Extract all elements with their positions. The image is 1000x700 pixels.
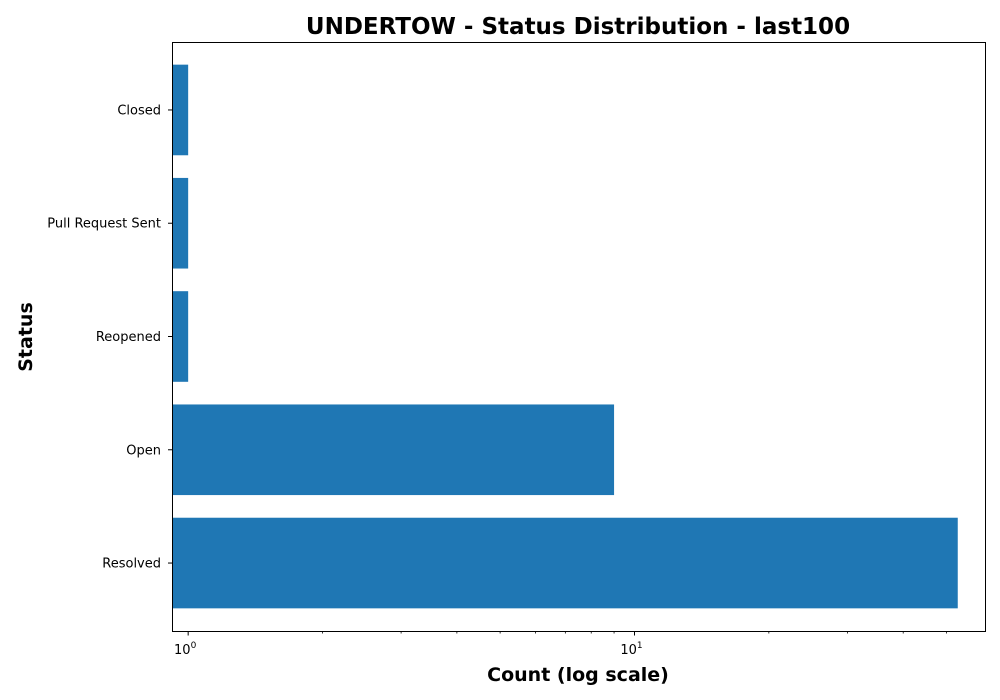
bar bbox=[172, 404, 615, 496]
y-tick-label: Resolved bbox=[102, 557, 161, 572]
y-axis-label: Status bbox=[15, 302, 37, 372]
bar bbox=[172, 177, 189, 269]
y-tick-label: Closed bbox=[117, 103, 161, 118]
chart-title: UNDERTOW - Status Distribution - last100 bbox=[306, 14, 850, 40]
x-tick-label: 101 bbox=[620, 641, 642, 658]
y-tick-label: Open bbox=[126, 443, 161, 458]
bar bbox=[172, 64, 189, 156]
plot-frame bbox=[172, 42, 986, 632]
y-tick-label: Reopened bbox=[96, 330, 161, 345]
x-tick-exponent: 1 bbox=[637, 641, 643, 651]
bar bbox=[172, 517, 958, 609]
y-tick-label: Pull Request Sent bbox=[47, 217, 161, 232]
x-axis-label: Count (log scale) bbox=[487, 664, 669, 686]
x-tick-exponent: 0 bbox=[191, 641, 197, 651]
bar bbox=[172, 291, 189, 382]
x-tick-label: 100 bbox=[174, 641, 197, 658]
plot-area: Resolved Open Reopened Pull Request Sent Clo… bbox=[47, 64, 958, 658]
